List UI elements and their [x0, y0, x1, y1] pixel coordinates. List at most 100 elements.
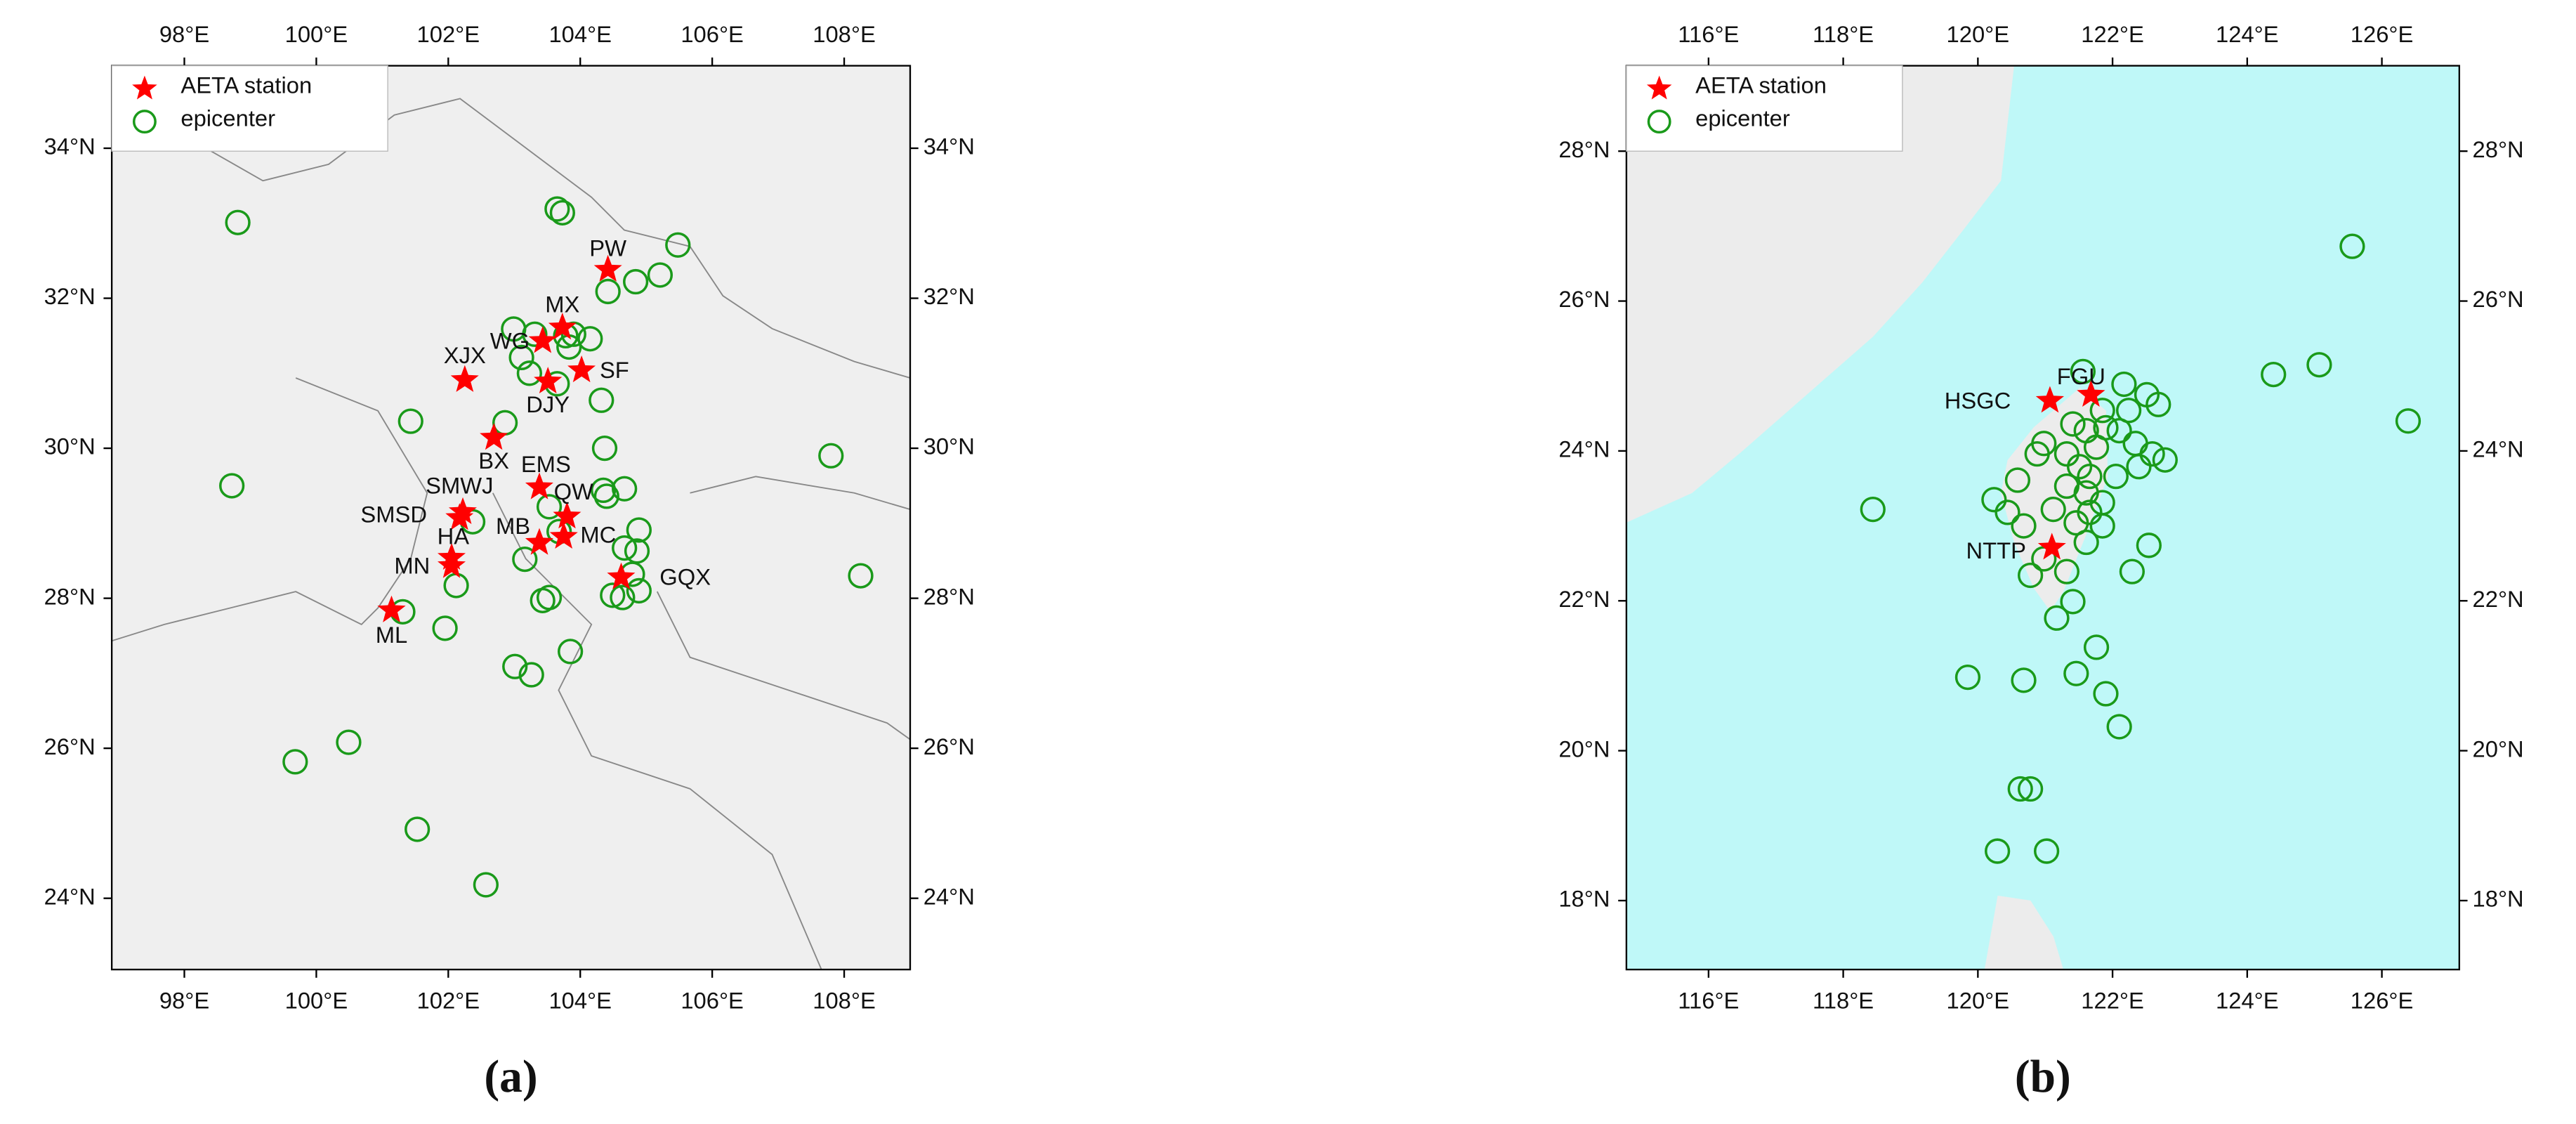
epicenter-marker: [626, 577, 652, 604]
station-label: SF: [600, 357, 629, 383]
epicenter-marker: [591, 435, 618, 462]
station-marker: [445, 503, 474, 530]
station-marker: [607, 562, 636, 589]
epicenter-marker: [516, 360, 543, 386]
station-marker: [534, 367, 563, 393]
y-tick-label: 24°N: [1558, 436, 1610, 462]
boundary: [690, 476, 910, 511]
markers: [219, 196, 874, 898]
epicenter-marker: [2017, 562, 2044, 589]
x-tick-label: 122°E: [2081, 988, 2144, 1014]
x-tick-label: 122°E: [2081, 21, 2144, 47]
epicenter-marker: [2077, 499, 2103, 525]
x-tick-label: 126°E: [2351, 988, 2414, 1014]
epicenter-marker: [557, 639, 584, 665]
station-label: DJY: [526, 391, 570, 417]
epicenter-marker: [626, 517, 652, 543]
panel-caption: (a): [484, 1052, 537, 1102]
station-label: MX: [545, 291, 579, 317]
epicenter-marker: [2139, 441, 2165, 467]
epicenter-marker: [2339, 233, 2365, 259]
epicenter-marker: [647, 262, 673, 288]
y-tick-label: 18°N: [2473, 886, 2524, 912]
epicenter-marker: [600, 582, 626, 608]
epicenter-marker: [2115, 398, 2142, 424]
station-label: WG: [490, 327, 530, 353]
epicenter-marker: [518, 662, 544, 688]
y-tick-label: 24°N: [44, 883, 96, 909]
x-tick-label: 120°E: [1947, 988, 2010, 1014]
station-label: BX: [478, 447, 509, 473]
land: [2001, 388, 2108, 612]
legend-marker: [1647, 110, 1671, 134]
epicenter-marker: [2004, 467, 2031, 493]
epicenter-marker: [405, 816, 431, 842]
y-tick-label: 32°N: [924, 283, 975, 309]
epicenter-marker: [2040, 496, 2066, 523]
x-tick-label: 98°E: [159, 21, 209, 47]
station-label: HA: [438, 523, 470, 549]
geography: [1626, 65, 2108, 970]
epicenter-marker: [508, 344, 534, 371]
boundary: [656, 591, 910, 740]
x-tick-label: 104°E: [548, 988, 612, 1014]
epicenter-marker: [2136, 532, 2162, 558]
station-label: SMSD: [360, 502, 427, 528]
legend-label: AETA station: [1695, 72, 1827, 98]
station-marker: [448, 497, 477, 524]
legend: AETA station epicenter: [111, 65, 388, 152]
legend-box: [1626, 65, 1903, 152]
geography: [112, 65, 910, 970]
plot-frame: [110, 65, 912, 971]
y-tick-label: 20°N: [2473, 736, 2524, 762]
x-tick-label: 124°E: [2216, 988, 2279, 1014]
panel-b: 116°E 116°E 118°E 118°E 120°E 120°E 122°E 122°E…: [1558, 21, 2523, 1102]
epicenter-marker: [612, 535, 638, 561]
epicenter-marker: [2011, 513, 2037, 539]
epicenter-marker: [2070, 358, 2096, 384]
epicenter-marker: [2063, 660, 2089, 686]
legend: AETA station epicenter: [1626, 65, 1903, 152]
epicenter-marker: [2060, 411, 2086, 437]
epicenter-marker: [2093, 681, 2119, 707]
station-label: QW: [554, 478, 593, 504]
y-tick-label: 26°N: [44, 733, 96, 759]
epicenter-marker: [2111, 371, 2137, 398]
epicenter-marker: [432, 615, 458, 641]
epicenter-marker: [818, 443, 844, 469]
y-tick-label: 26°N: [924, 733, 975, 759]
epicenter-marker: [397, 408, 423, 434]
station-label: HSGC: [1945, 387, 2011, 413]
station-marker: [2035, 386, 2065, 413]
station-marker: [525, 472, 553, 499]
epicenter-marker: [1985, 838, 2011, 864]
x-tick-label: 118°E: [1813, 988, 1874, 1014]
epicenter-marker: [536, 494, 563, 520]
station-marker: [438, 551, 466, 578]
land: [1984, 895, 2064, 970]
x-tick-label: 108°E: [813, 21, 876, 47]
station-marker: [593, 254, 622, 282]
panel-a: 98°E 98°E 100°E 100°E 102°E 102°E 104°E 104°E 10…: [44, 21, 975, 1102]
legend-marker: [132, 75, 157, 100]
station-marker: [553, 502, 581, 529]
y-tick-label: 20°N: [1558, 736, 1610, 762]
map-background: [112, 65, 910, 970]
plot-frame: [1625, 65, 2461, 971]
boundary: [492, 492, 822, 970]
panel-caption: (b): [2015, 1052, 2071, 1102]
y-tick-label: 28°N: [1558, 136, 1610, 162]
epicenter-marker: [522, 321, 548, 347]
station-label: EMS: [521, 451, 571, 477]
station-marker: [549, 521, 578, 549]
x-tick-label: 108°E: [813, 988, 876, 1014]
epicenter-marker: [2053, 473, 2080, 499]
y-tick-label: 30°N: [44, 433, 96, 459]
station-marker: [567, 355, 596, 383]
epicenter-marker: [848, 563, 874, 589]
epicenter-marker: [590, 477, 617, 504]
station-marker: [2077, 379, 2105, 407]
station-marker: [2037, 532, 2066, 560]
y-tick-label: 28°N: [924, 583, 975, 609]
